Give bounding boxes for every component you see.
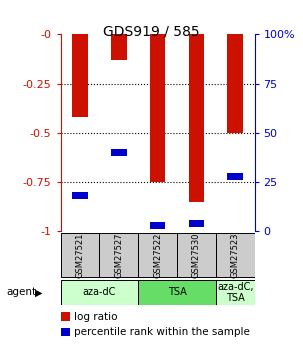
Text: aza-dC: aza-dC — [83, 287, 116, 297]
Bar — [61, 280, 138, 305]
Text: GSM27523: GSM27523 — [231, 233, 240, 278]
Bar — [188, 220, 204, 227]
Bar — [138, 280, 216, 305]
Bar — [61, 328, 70, 336]
Bar — [227, 172, 243, 179]
Text: GSM27522: GSM27522 — [153, 233, 162, 278]
Bar — [61, 233, 99, 277]
Text: aza-dC,
TSA: aza-dC, TSA — [217, 282, 253, 303]
Text: ▶: ▶ — [35, 287, 42, 297]
Bar — [138, 233, 177, 277]
Bar — [216, 233, 255, 277]
Text: agent: agent — [6, 287, 36, 297]
Bar — [216, 280, 255, 305]
Text: log ratio: log ratio — [74, 312, 118, 322]
Bar — [227, 34, 243, 133]
Text: GDS919 / 585: GDS919 / 585 — [103, 24, 200, 38]
Text: TSA: TSA — [168, 287, 186, 297]
Bar — [111, 34, 127, 60]
Bar — [72, 192, 88, 199]
Text: GSM27527: GSM27527 — [114, 233, 123, 278]
Bar — [150, 34, 165, 182]
Bar — [99, 233, 138, 277]
Bar — [188, 34, 204, 201]
Text: GSM27530: GSM27530 — [192, 233, 201, 278]
Bar — [150, 222, 165, 229]
Text: percentile rank within the sample: percentile rank within the sample — [74, 327, 250, 337]
Bar — [72, 34, 88, 117]
Bar — [177, 233, 216, 277]
Bar — [111, 149, 127, 156]
Text: GSM27521: GSM27521 — [75, 233, 85, 278]
Bar — [61, 312, 70, 321]
